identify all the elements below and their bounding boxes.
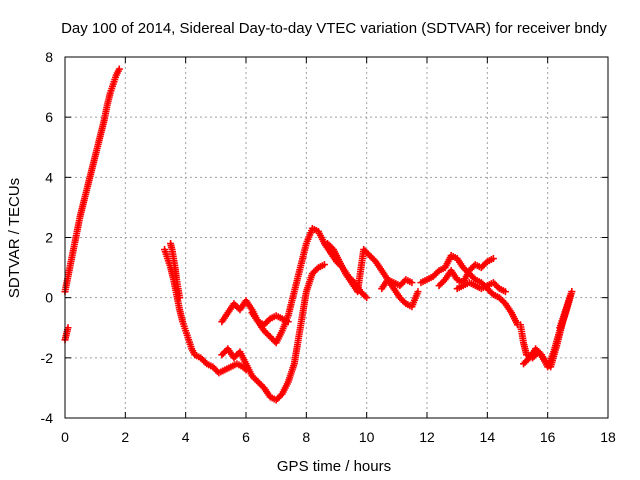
data-point bbox=[328, 244, 336, 252]
x-axis-label: GPS time / hours bbox=[277, 458, 391, 475]
y-tick-label: 8 bbox=[45, 49, 53, 65]
data-point bbox=[482, 259, 490, 267]
plot-frame bbox=[64, 56, 609, 419]
data-point bbox=[64, 324, 72, 332]
data-point bbox=[277, 391, 285, 399]
y-tick-label: -4 bbox=[41, 410, 54, 426]
x-tick-label: 4 bbox=[182, 429, 190, 445]
data-point bbox=[488, 289, 496, 297]
y-tick-label: 2 bbox=[45, 230, 53, 246]
x-tick-label: 12 bbox=[419, 429, 435, 445]
x-tick-label: 18 bbox=[600, 429, 616, 445]
data-point bbox=[489, 255, 497, 263]
y-tick-label: -2 bbox=[41, 350, 54, 366]
x-tick-label: 6 bbox=[242, 429, 250, 445]
data-point bbox=[265, 316, 273, 324]
x-tick-label: 0 bbox=[61, 429, 69, 445]
tick-labels: 0 2 4 6 8 10 12 14 16 18 -4 -2 0 2 4 6 8 bbox=[41, 49, 616, 445]
data-point bbox=[470, 274, 478, 282]
data-points bbox=[61, 65, 576, 404]
data-point bbox=[320, 261, 328, 269]
data-point bbox=[284, 318, 292, 326]
chart-title: Day 100 of 2014, Sidereal Day-to-day VTE… bbox=[61, 20, 607, 37]
data-point bbox=[414, 288, 422, 296]
x-tick-label: 8 bbox=[302, 429, 310, 445]
y-axis-label: SDTVAR / TECUs bbox=[6, 178, 23, 298]
grid-lines bbox=[65, 57, 608, 418]
x-tick-label: 2 bbox=[121, 429, 129, 445]
data-point bbox=[115, 65, 123, 73]
data-point bbox=[313, 265, 321, 273]
y-tick-label: 6 bbox=[45, 109, 53, 125]
data-point bbox=[408, 279, 416, 287]
data-point bbox=[536, 349, 544, 357]
data-point bbox=[568, 288, 576, 296]
data-point bbox=[361, 292, 369, 300]
x-tick-label: 16 bbox=[540, 429, 556, 445]
x-tick-label: 14 bbox=[480, 429, 496, 445]
y-tick-label: 4 bbox=[45, 169, 53, 185]
y-tick-label: 0 bbox=[45, 290, 53, 306]
data-point bbox=[400, 298, 408, 306]
data-point bbox=[434, 268, 442, 276]
data-point bbox=[363, 294, 371, 302]
data-point bbox=[494, 283, 502, 291]
x-tick-label: 10 bbox=[359, 429, 375, 445]
data-point bbox=[201, 358, 209, 366]
data-point bbox=[176, 294, 184, 302]
data-point bbox=[501, 288, 509, 296]
